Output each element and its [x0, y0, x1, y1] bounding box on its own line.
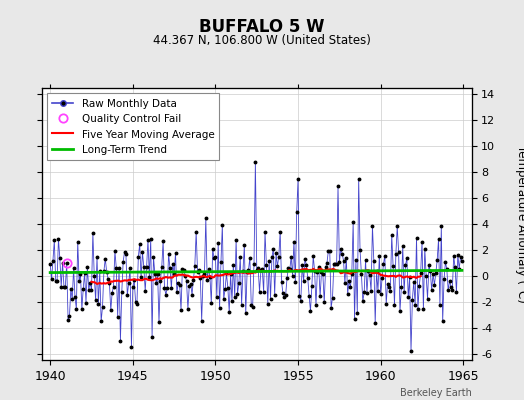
- Text: 44.367 N, 106.800 W (United States): 44.367 N, 106.800 W (United States): [153, 34, 371, 47]
- Legend: Raw Monthly Data, Quality Control Fail, Five Year Moving Average, Long-Term Tren: Raw Monthly Data, Quality Control Fail, …: [47, 93, 220, 160]
- Text: Berkeley Earth: Berkeley Earth: [400, 388, 472, 398]
- Y-axis label: Temperature Anomaly (°C): Temperature Anomaly (°C): [515, 145, 524, 303]
- Text: BUFFALO 5 W: BUFFALO 5 W: [199, 18, 325, 36]
